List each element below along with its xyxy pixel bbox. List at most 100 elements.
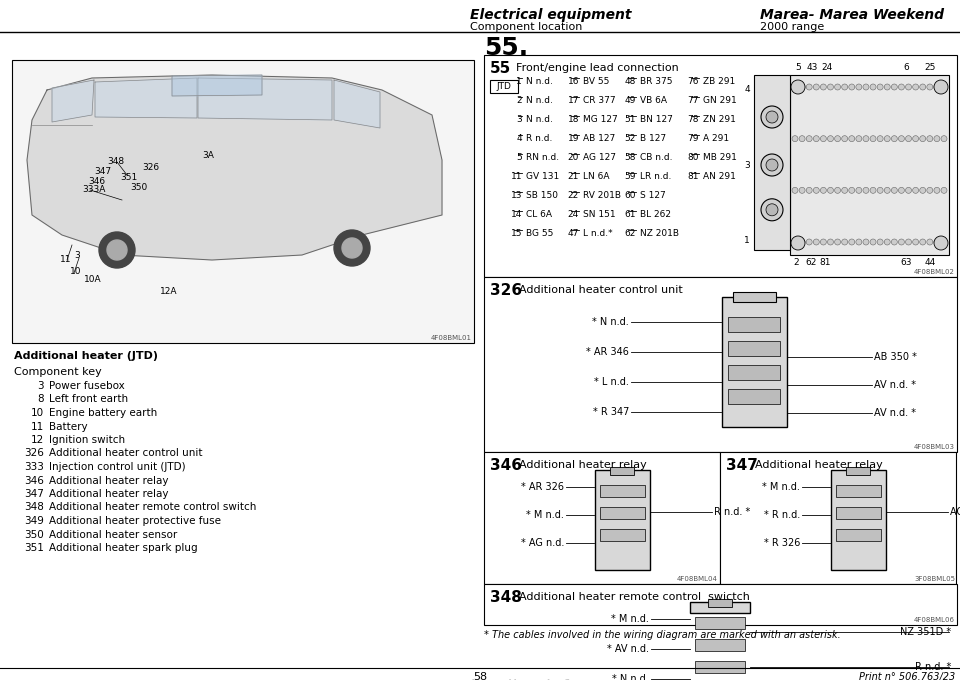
Bar bbox=[600, 507, 645, 519]
Bar bbox=[12, 60, 474, 343]
Circle shape bbox=[791, 236, 805, 250]
Text: Electrical equipment: Electrical equipment bbox=[470, 8, 632, 22]
Circle shape bbox=[863, 84, 869, 90]
Text: SN 151: SN 151 bbox=[583, 210, 615, 219]
Text: 3: 3 bbox=[516, 115, 522, 124]
Text: 63: 63 bbox=[900, 258, 912, 267]
Text: N n.d.: N n.d. bbox=[526, 96, 553, 105]
Text: 11: 11 bbox=[511, 172, 522, 181]
Circle shape bbox=[856, 239, 862, 245]
Bar bbox=[484, 277, 957, 452]
Circle shape bbox=[941, 136, 947, 141]
Text: 347: 347 bbox=[24, 489, 44, 499]
Circle shape bbox=[849, 239, 854, 245]
Text: AN 291: AN 291 bbox=[703, 172, 736, 181]
Circle shape bbox=[334, 230, 370, 266]
Circle shape bbox=[926, 239, 933, 245]
Text: JTD: JTD bbox=[496, 82, 512, 91]
Circle shape bbox=[813, 239, 819, 245]
Circle shape bbox=[884, 187, 890, 193]
Text: 22: 22 bbox=[567, 191, 579, 200]
Circle shape bbox=[821, 84, 827, 90]
Text: BR 375: BR 375 bbox=[640, 77, 673, 86]
Text: 1: 1 bbox=[516, 77, 522, 86]
Text: * The cables involved in the wiring diagram are marked with an asterisk.: * The cables involved in the wiring diag… bbox=[484, 630, 841, 640]
Circle shape bbox=[99, 232, 135, 268]
Text: 58: 58 bbox=[625, 153, 636, 162]
Text: 4F08BML01: 4F08BML01 bbox=[431, 335, 472, 341]
Circle shape bbox=[792, 239, 798, 245]
Text: 333A: 333A bbox=[82, 186, 106, 194]
Circle shape bbox=[849, 84, 854, 90]
Text: LN 6A: LN 6A bbox=[583, 172, 610, 181]
Text: 2: 2 bbox=[794, 258, 799, 267]
Text: 48: 48 bbox=[625, 77, 636, 86]
Text: Front/engine lead connection: Front/engine lead connection bbox=[516, 63, 679, 73]
Text: AG 127: AG 127 bbox=[583, 153, 616, 162]
Text: R n.d. *: R n.d. * bbox=[915, 662, 951, 672]
Text: BL 262: BL 262 bbox=[640, 210, 671, 219]
Text: 4F08BML02: 4F08BML02 bbox=[914, 269, 955, 275]
Circle shape bbox=[934, 84, 940, 90]
Circle shape bbox=[913, 187, 919, 193]
Text: AV n.d. *: AV n.d. * bbox=[874, 380, 916, 390]
Circle shape bbox=[905, 136, 912, 141]
Circle shape bbox=[899, 84, 904, 90]
Text: 348: 348 bbox=[490, 590, 522, 605]
Circle shape bbox=[856, 84, 862, 90]
Circle shape bbox=[821, 136, 827, 141]
Text: 1: 1 bbox=[744, 236, 750, 245]
Text: 43: 43 bbox=[806, 63, 818, 72]
Circle shape bbox=[884, 136, 890, 141]
Text: R n.d. *: R n.d. * bbox=[714, 507, 751, 517]
Circle shape bbox=[877, 136, 883, 141]
Circle shape bbox=[920, 84, 925, 90]
Bar bbox=[836, 529, 881, 541]
Bar bbox=[484, 55, 957, 277]
Circle shape bbox=[913, 84, 919, 90]
Circle shape bbox=[899, 136, 904, 141]
Text: Additional heater control unit: Additional heater control unit bbox=[519, 285, 683, 295]
Circle shape bbox=[934, 239, 940, 245]
Text: Ignition switch: Ignition switch bbox=[49, 435, 125, 445]
Circle shape bbox=[806, 187, 812, 193]
Bar bbox=[695, 617, 745, 629]
Text: Left front earth: Left front earth bbox=[49, 394, 128, 405]
Circle shape bbox=[870, 239, 876, 245]
Text: VB 6A: VB 6A bbox=[640, 96, 667, 105]
Text: * M n.d.: * M n.d. bbox=[612, 614, 649, 624]
Circle shape bbox=[761, 106, 783, 128]
Text: Component location: Component location bbox=[470, 22, 583, 32]
Circle shape bbox=[834, 136, 841, 141]
Text: NZ 351D *: NZ 351D * bbox=[900, 627, 951, 637]
Text: 44: 44 bbox=[924, 258, 936, 267]
Bar bbox=[728, 389, 780, 404]
Bar bbox=[728, 317, 780, 332]
Text: GV 131: GV 131 bbox=[526, 172, 560, 181]
Polygon shape bbox=[27, 75, 442, 260]
Text: Additional heater remote control  swictch: Additional heater remote control swictch bbox=[519, 592, 750, 602]
Text: 2: 2 bbox=[516, 96, 522, 105]
Circle shape bbox=[870, 187, 876, 193]
Text: * M n.d.: * M n.d. bbox=[526, 510, 564, 520]
Text: 3: 3 bbox=[744, 160, 750, 169]
Text: 25: 25 bbox=[924, 63, 936, 72]
Circle shape bbox=[799, 84, 805, 90]
Text: B 127: B 127 bbox=[640, 134, 666, 143]
Text: NZ 201B: NZ 201B bbox=[640, 229, 679, 238]
Text: AB 350 *: AB 350 * bbox=[874, 352, 917, 362]
Bar bbox=[484, 452, 720, 584]
Text: 4F08BML03: 4F08BML03 bbox=[914, 444, 955, 450]
Text: 81: 81 bbox=[687, 172, 699, 181]
Text: 10: 10 bbox=[70, 267, 82, 277]
Bar bbox=[610, 467, 634, 475]
Text: Additional heater relay: Additional heater relay bbox=[755, 460, 883, 470]
Text: CB n.d.: CB n.d. bbox=[640, 153, 673, 162]
Circle shape bbox=[834, 187, 841, 193]
Circle shape bbox=[766, 159, 778, 171]
Circle shape bbox=[884, 84, 890, 90]
Circle shape bbox=[813, 187, 819, 193]
Text: 20: 20 bbox=[567, 153, 579, 162]
Text: 4: 4 bbox=[744, 85, 750, 94]
Text: 346: 346 bbox=[24, 475, 44, 486]
